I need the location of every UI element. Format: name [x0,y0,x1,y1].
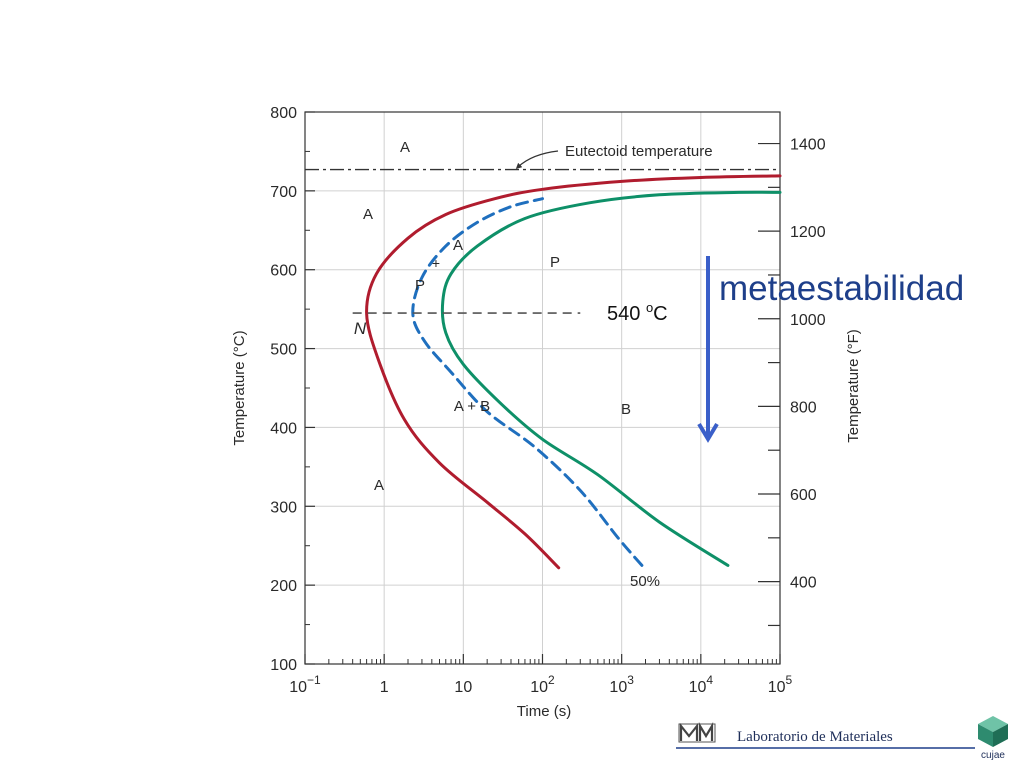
annotations [305,168,780,314]
isotherm-540-number: 540 [607,303,646,325]
y-axis-label-left: Temperature (°C) [231,330,248,445]
y-tick-label-left: 100 [270,657,297,674]
footer: Laboratorio de Materiales cujae [676,716,1008,761]
x-axis-label: Time (s) [517,703,571,720]
region-label-a-left-upper: A [363,206,373,223]
x-tick-label: 104 [689,673,714,696]
series-line-3 [440,190,782,567]
isotherm-540-degree: o [646,300,653,315]
x-tick-label: 105 [768,673,793,696]
region-label-a-plus-b: A + B [454,398,490,415]
down-arrow-icon [697,256,719,443]
region-label-a-small: A [453,237,463,254]
region-label-plus: + [432,255,440,271]
y-tick-label-right: 1400 [790,137,826,154]
region-label-n: N [354,319,367,338]
region-label-p-right: P [550,254,560,271]
cujae-logo-text: cujae [981,750,1005,761]
y-tick-label-left: 800 [270,105,297,122]
x-tick-label: 1 [380,679,389,696]
cujae-logo-icon: cujae [978,716,1008,761]
y-tick-label-left: 300 [270,499,297,516]
x-tick-label: 102 [530,673,555,696]
y-tick-label-left: 200 [270,578,297,595]
laboratory-logo-icon [678,722,716,743]
footer-title: Laboratorio de Materiales [737,729,893,745]
label-fifty-percent: 50% [630,573,660,590]
y-tick-label-right: 400 [790,575,817,592]
series-line-2 [411,197,644,567]
axis-ticks: 100 200 300 400 500 600 700 800 400 600 800 1000 120… [270,105,825,696]
region-label-a-left-lower: A [374,477,384,494]
y-tick-label-right: 1200 [790,224,826,241]
y-tick-label-left: 700 [270,184,297,201]
y-tick-label-right: 600 [790,487,817,504]
metaestabilidad-label: metaestabilidad [719,269,964,308]
y-tick-label-right: 1000 [790,312,826,329]
x-tick-label: 10−1 [289,673,321,696]
x-tick-label: 10 [454,679,472,696]
region-label-a-top: A [400,139,410,156]
y-tick-label-left: 400 [270,420,297,437]
region-label-p-left: P [415,277,425,294]
y-axis-label-right: Temperature (°F) [845,329,862,443]
isotherm-540-unit: C [653,303,667,325]
y-tick-label-left: 600 [270,263,297,280]
series-line-1 [365,174,782,570]
region-label-b: B [621,401,631,418]
eutectoid-label: Eutectoid temperature [565,143,713,160]
y-tick-label-left: 500 [270,342,297,359]
isotherm-540-label: 540 oC [607,300,668,325]
y-tick-label-right: 800 [790,399,817,416]
x-tick-label: 103 [609,673,634,696]
series-layer [365,174,782,570]
eutectoid-pointer-arrow [515,150,559,170]
